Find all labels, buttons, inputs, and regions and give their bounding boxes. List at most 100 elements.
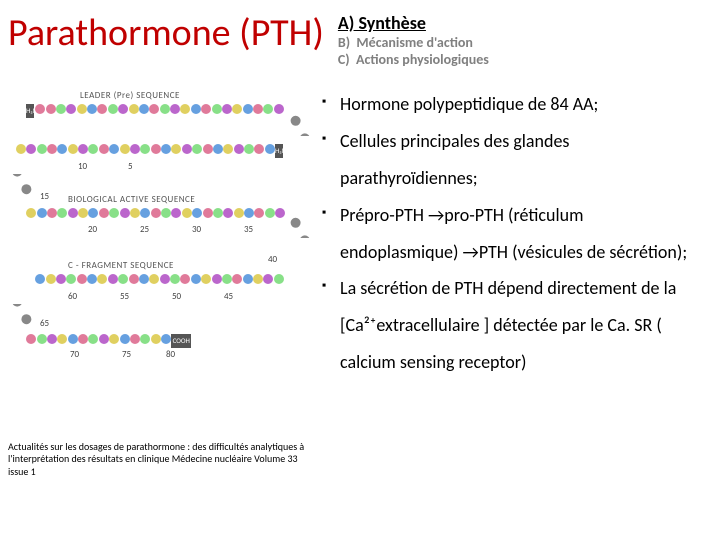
amino-acid-bead	[68, 334, 78, 344]
amino-acid-bead	[232, 274, 242, 284]
amino-acid-bead	[97, 274, 107, 284]
amino-acid-bead	[151, 144, 161, 154]
amino-acid-bead	[149, 274, 159, 284]
amino-acid-bead	[223, 144, 233, 154]
amino-acid-bead	[118, 104, 128, 114]
amino-acid-bead	[244, 144, 254, 154]
amino-acid-bead	[151, 334, 161, 344]
residue-number: 15	[40, 191, 49, 202]
amino-acid-bead	[212, 274, 222, 284]
amino-acid-bead	[151, 208, 161, 218]
peptide-label-cfrag: C - FRAGMENT SEQUENCE	[68, 260, 174, 271]
amino-acid-bead	[99, 334, 109, 344]
amino-acid-bead	[88, 208, 98, 218]
amino-acid-bead	[180, 274, 190, 284]
amino-acid-bead	[170, 104, 180, 114]
bullet-item: Hormone polypeptidique de 84 AA;	[322, 86, 704, 123]
amino-acid-bead	[149, 104, 159, 114]
amino-acid-bead	[192, 144, 202, 154]
amino-acid-bead	[66, 104, 76, 114]
amino-acid-bead	[37, 208, 47, 218]
bullet-item: Prépro-PTH →pro-PTH (réticulum endoplasm…	[322, 197, 704, 271]
bullet-item: Cellules principales des glandes parathy…	[322, 123, 704, 197]
peptide-label-leader: LEADER (Pre) SEQUENCE	[80, 90, 180, 101]
amino-acid-bead	[212, 104, 222, 114]
peptide-diagram: LEADER (Pre) SEQUENCE BIOLOGICAL ACTIVE S…	[8, 86, 308, 361]
amino-acid-bead	[56, 274, 66, 284]
amino-acid-bead	[232, 104, 242, 114]
amino-acid-bead	[274, 104, 284, 114]
amino-acid-bead	[56, 104, 66, 114]
terminus-tag: COOH	[171, 334, 191, 348]
amino-acid-bead	[201, 104, 211, 114]
residue-number: 50	[172, 291, 181, 302]
amino-acid-bead	[120, 334, 130, 344]
amino-acid-bead	[192, 208, 202, 218]
peptide-chain-row: COOH	[26, 334, 284, 348]
amino-acid-bead	[274, 274, 284, 284]
amino-acid-bead	[130, 208, 140, 218]
amino-acid-bead	[263, 104, 273, 114]
amino-acid-bead	[88, 144, 98, 154]
amino-acid-bead	[46, 104, 56, 114]
amino-acid-bead	[160, 104, 170, 114]
amino-acid-bead	[87, 274, 97, 284]
amino-acid-bead	[161, 208, 171, 218]
amino-acid-bead	[47, 208, 57, 218]
terminus-tag: H₂N	[26, 104, 34, 118]
amino-acid-bead	[88, 334, 98, 344]
peptide-chain-row: H₂N	[26, 104, 284, 118]
amino-acid-bead	[223, 208, 233, 218]
amino-acid-bead	[243, 104, 253, 114]
amino-acid-bead	[47, 334, 57, 344]
amino-acid-bead	[87, 104, 97, 114]
amino-acid-bead	[171, 208, 181, 218]
bullet-list: Hormone polypeptidique de 84 AA;Cellules…	[322, 86, 704, 381]
amino-acid-bead	[99, 208, 109, 218]
amino-acid-bead	[46, 274, 56, 284]
footnote-citation: Actualités sur les dosages de parathormo…	[8, 441, 318, 479]
amino-acid-bead	[26, 208, 36, 218]
amino-acid-bead	[253, 274, 263, 284]
residue-number: 25	[140, 224, 149, 235]
amino-acid-bead	[213, 208, 223, 218]
residue-number: 80	[166, 349, 175, 360]
amino-acid-bead	[57, 334, 67, 344]
amino-acid-bead	[254, 208, 264, 218]
residue-number: 75	[122, 349, 131, 360]
amino-acid-bead	[130, 334, 140, 344]
amino-acid-bead	[222, 104, 232, 114]
amino-acid-bead	[118, 274, 128, 284]
amino-acid-bead	[161, 334, 171, 344]
residue-number: 45	[224, 291, 233, 302]
amino-acid-bead	[182, 208, 192, 218]
amino-acid-bead	[203, 144, 213, 154]
amino-acid-bead	[108, 274, 118, 284]
residue-number: 60	[68, 291, 77, 302]
residue-number: 55	[120, 291, 129, 302]
amino-acid-bead	[109, 208, 119, 218]
amino-acid-bead	[77, 104, 87, 114]
amino-acid-bead	[120, 144, 130, 154]
amino-acid-bead	[78, 144, 88, 154]
amino-acid-bead	[234, 144, 244, 154]
amino-acid-bead	[140, 144, 150, 154]
amino-acid-bead	[68, 144, 78, 154]
peptide-chain-row	[26, 274, 284, 284]
amino-acid-bead	[213, 144, 223, 154]
peptide-label-bio: BIOLOGICAL ACTIVE SEQUENCE	[68, 194, 195, 205]
amino-acid-bead	[170, 274, 180, 284]
amino-acid-bead	[129, 104, 139, 114]
amino-acid-bead	[263, 274, 273, 284]
amino-acid-bead	[57, 208, 67, 218]
bullet-item: La sécrétion de PTH dépend directement d…	[322, 270, 704, 381]
residue-number: 20	[88, 224, 97, 235]
amino-acid-bead	[265, 208, 275, 218]
residue-number: 65	[40, 318, 49, 329]
amino-acid-bead	[140, 208, 150, 218]
amino-acid-bead	[47, 144, 57, 154]
amino-acid-bead	[234, 208, 244, 218]
amino-acid-bead	[140, 334, 150, 344]
amino-acid-bead	[108, 104, 118, 114]
amino-acid-bead	[78, 208, 88, 218]
